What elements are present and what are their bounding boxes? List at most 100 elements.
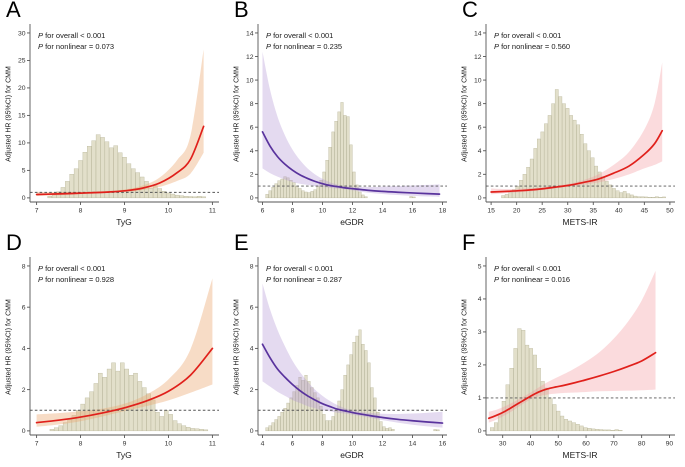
- svg-text:10: 10: [246, 77, 254, 84]
- svg-text:12: 12: [379, 441, 387, 448]
- p-overall-text: P for overall < 0.001: [38, 31, 106, 40]
- svg-text:0: 0: [250, 428, 254, 435]
- p-overall-text: P for overall < 0.001: [38, 264, 106, 273]
- svg-text:14: 14: [409, 441, 417, 448]
- svg-text:90: 90: [666, 441, 674, 448]
- panel-E-label: E: [234, 230, 249, 255]
- svg-text:0: 0: [22, 428, 26, 435]
- svg-text:6: 6: [478, 124, 482, 131]
- svg-text:9: 9: [123, 208, 127, 215]
- svg-text:15: 15: [18, 113, 26, 120]
- panel-F-label: F: [462, 230, 476, 255]
- p-nonlinear-text: P for nonlinear = 0.287: [266, 274, 343, 284]
- x-axis-label: METS-IR: [562, 450, 598, 460]
- panel-F-p-values: P for overall < 0.001 P for nonlinear = …: [494, 264, 570, 286]
- svg-text:8: 8: [478, 101, 482, 108]
- svg-text:2: 2: [478, 362, 482, 369]
- svg-text:10: 10: [165, 441, 173, 448]
- p-overall-text: P for overall < 0.001: [494, 264, 562, 273]
- svg-text:4: 4: [250, 346, 254, 353]
- x-axis-label: eGDR: [340, 450, 364, 460]
- svg-text:0: 0: [478, 428, 482, 435]
- svg-text:10: 10: [165, 208, 173, 215]
- panel-B-p-values: P for overall < 0.001 P for nonlinear = …: [266, 31, 342, 53]
- panel-E-plot: 4 6 8 10 12 14 16 0 2 4 6 8: [250, 257, 447, 448]
- svg-text:2: 2: [22, 387, 26, 394]
- svg-text:4: 4: [261, 441, 265, 448]
- svg-text:40: 40: [527, 441, 535, 448]
- svg-text:0: 0: [250, 195, 254, 202]
- p-overall-text: P for overall < 0.001: [266, 31, 334, 40]
- svg-text:4: 4: [22, 346, 26, 353]
- x-axis-label: METS-IR: [562, 217, 598, 227]
- svg-text:6: 6: [261, 208, 265, 215]
- svg-text:5: 5: [478, 263, 482, 270]
- svg-text:8: 8: [22, 263, 26, 270]
- svg-text:20: 20: [513, 208, 521, 215]
- panel-C-label: C: [462, 0, 478, 22]
- panel-E-p-values: P for overall < 0.001 P for nonlinear = …: [266, 264, 342, 286]
- p-nonlinear-text: P for nonlinear = 0.016: [494, 274, 571, 284]
- svg-text:14: 14: [379, 208, 387, 215]
- svg-text:80: 80: [638, 441, 646, 448]
- svg-text:6: 6: [291, 441, 295, 448]
- p-nonlinear-text: P for nonlinear = 0.073: [38, 41, 115, 51]
- svg-text:14: 14: [474, 30, 482, 37]
- svg-text:7: 7: [35, 208, 39, 215]
- svg-text:2: 2: [478, 172, 482, 179]
- y-axis-label: Adjusted HR (95%CI) for CMM: [233, 66, 241, 162]
- svg-text:70: 70: [610, 441, 618, 448]
- svg-text:8: 8: [250, 101, 254, 108]
- panel-B-label: B: [234, 0, 249, 22]
- svg-text:35: 35: [589, 208, 597, 215]
- svg-text:30: 30: [18, 30, 26, 37]
- panel-C: C 15 20 25 30 35 40 45 50 0 2 4 6 8 10 12 14 P for over…: [456, 0, 684, 233]
- svg-text:5: 5: [22, 168, 26, 175]
- svg-text:15: 15: [487, 208, 495, 215]
- panel-E: E 4 6 8 10 12 14 16 0 2 4 6 8 P for overall < 0.001…: [228, 230, 456, 466]
- svg-text:40: 40: [615, 208, 623, 215]
- panel-B: B 6 8 10 12 14 16 18 0 2 4 6 8 10 12 14 P for overall …: [228, 0, 456, 233]
- svg-text:1: 1: [478, 395, 482, 402]
- svg-text:6: 6: [250, 304, 254, 311]
- svg-text:8: 8: [79, 441, 83, 448]
- y-axis-label: Adjusted HR (95%CI) for CMM: [5, 299, 13, 395]
- panel-D: D 7 8 9 10 11 0 2 4 6 8 P for overall < 0.001 P f…: [0, 230, 228, 466]
- svg-text:30: 30: [499, 441, 507, 448]
- svg-text:10: 10: [18, 140, 26, 147]
- svg-text:25: 25: [538, 208, 546, 215]
- panel-D-label: D: [6, 230, 22, 255]
- svg-text:50: 50: [666, 208, 674, 215]
- svg-text:11: 11: [209, 208, 216, 215]
- svg-text:2: 2: [250, 172, 254, 179]
- panel-A: A 7 8 9 10 11 0 5 10 15 20 25 30 P for overall < 0.…: [0, 0, 228, 233]
- svg-text:10: 10: [319, 208, 327, 215]
- svg-text:8: 8: [79, 208, 83, 215]
- svg-text:45: 45: [641, 208, 649, 215]
- svg-text:4: 4: [478, 148, 482, 155]
- p-nonlinear-text: P for nonlinear = 0.235: [266, 41, 343, 51]
- svg-text:10: 10: [349, 441, 357, 448]
- y-axis-label: Adjusted HR (95%CI) for CMM: [5, 66, 13, 162]
- panel-F-plot: 30 40 50 60 70 80 90 0 1 2 3 4 5: [478, 257, 675, 448]
- svg-text:12: 12: [474, 54, 482, 61]
- panel-A-p-values: P for overall < 0.001 P for nonlinear = …: [38, 31, 114, 53]
- panel-A-label: A: [6, 0, 21, 22]
- panel-D-p-values: P for overall < 0.001 P for nonlinear = …: [38, 264, 114, 286]
- svg-text:18: 18: [439, 208, 447, 215]
- svg-text:8: 8: [250, 263, 254, 270]
- x-axis-label: TyG: [116, 217, 132, 227]
- svg-text:9: 9: [123, 441, 127, 448]
- panel-F: F 30 40 50 60 70 80 90 0 1 2 3 4 5 P for overall < 0…: [456, 230, 684, 466]
- svg-text:4: 4: [250, 148, 254, 155]
- svg-text:30: 30: [564, 208, 572, 215]
- y-axis-label: Adjusted HR (95%CI) for CMM: [233, 299, 241, 395]
- svg-text:7: 7: [35, 441, 39, 448]
- p-nonlinear-text: P for nonlinear = 0.928: [38, 274, 115, 284]
- svg-text:0: 0: [478, 195, 482, 202]
- svg-text:4: 4: [478, 296, 482, 303]
- panel-D-plot: 7 8 9 10 11 0 2 4 6 8: [22, 257, 219, 448]
- svg-text:20: 20: [18, 85, 26, 92]
- svg-text:12: 12: [349, 208, 357, 215]
- svg-text:10: 10: [474, 77, 482, 84]
